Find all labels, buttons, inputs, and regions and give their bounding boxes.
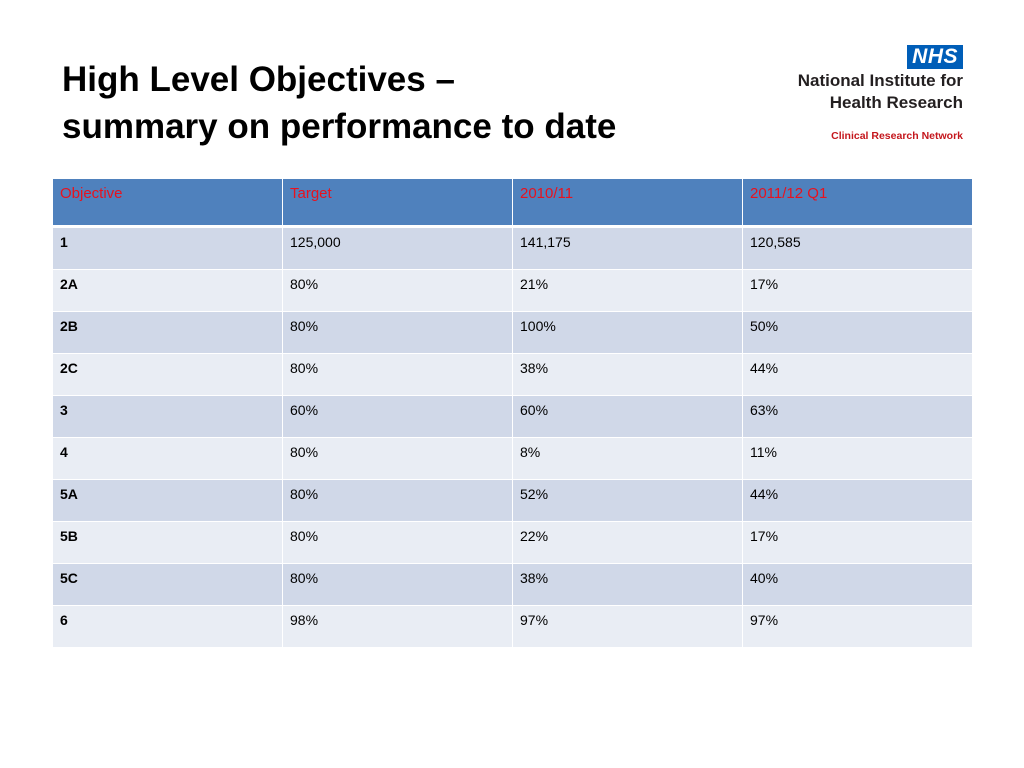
target-cell: 80% (282, 479, 513, 522)
nhs-badge: NHS (907, 45, 963, 69)
result-2010-11-cell: 8% (512, 437, 743, 480)
table-row: 2C 80% 38% 44% (52, 353, 973, 396)
result-2011-12-q1-cell: 44% (742, 479, 973, 522)
result-2011-12-q1-cell: 11% (742, 437, 973, 480)
target-cell: 80% (282, 521, 513, 564)
result-2011-12-q1-cell: 50% (742, 311, 973, 354)
objective-cell: 2A (52, 269, 283, 312)
result-2011-12-q1-cell: 17% (742, 521, 973, 564)
table-row: 2A 80% 21% 17% (52, 269, 973, 312)
table-row: 6 98% 97% 97% (52, 605, 973, 648)
table-row: 2B 80% 100% 50% (52, 311, 973, 354)
objective-cell: 5B (52, 521, 283, 564)
objective-cell: 1 (52, 226, 283, 270)
result-2010-11-cell: 100% (512, 311, 743, 354)
result-2010-11-cell: 52% (512, 479, 743, 522)
objective-cell: 5C (52, 563, 283, 606)
slide-title: High Level Objectives – summary on perfo… (62, 56, 616, 150)
logo-network-name: Clinical Research Network (831, 130, 963, 142)
table-row: 5A 80% 52% 44% (52, 479, 973, 522)
objective-cell: 5A (52, 479, 283, 522)
result-2011-12-q1-cell: 40% (742, 563, 973, 606)
target-cell: 80% (282, 437, 513, 480)
slide-title-line-1: High Level Objectives – (62, 60, 455, 99)
target-cell: 80% (282, 353, 513, 396)
table-row: 3 60% 60% 63% (52, 395, 973, 438)
target-cell: 80% (282, 311, 513, 354)
table-header-row: Objective Target 2010/11 2011/12 Q1 (52, 178, 973, 228)
column-header-objective: Objective (52, 178, 283, 228)
column-header-target: Target (282, 178, 513, 228)
logo-organisation-line-1: National Institute for (797, 71, 963, 90)
target-cell: 80% (282, 563, 513, 606)
target-cell: 80% (282, 269, 513, 312)
result-2010-11-cell: 21% (512, 269, 743, 312)
objective-cell: 3 (52, 395, 283, 438)
target-cell: 125,000 (282, 226, 513, 270)
result-2011-12-q1-cell: 44% (742, 353, 973, 396)
column-header-2010-11: 2010/11 (512, 178, 743, 228)
result-2010-11-cell: 38% (512, 353, 743, 396)
table-row: 1 125,000 141,175 120,585 (52, 226, 973, 270)
target-cell: 98% (282, 605, 513, 648)
table-row: 5B 80% 22% 17% (52, 521, 973, 564)
result-2011-12-q1-cell: 63% (742, 395, 973, 438)
objective-cell: 2C (52, 353, 283, 396)
nihr-logo: NHS National Institute for Health Resear… (770, 44, 970, 154)
result-2011-12-q1-cell: 97% (742, 605, 973, 648)
target-cell: 60% (282, 395, 513, 438)
slide-title-line-2: summary on performance to date (62, 107, 617, 146)
objective-cell: 4 (52, 437, 283, 480)
result-2010-11-cell: 97% (512, 605, 743, 648)
column-header-2011-12-q1: 2011/12 Q1 (742, 178, 973, 228)
table-row: 5C 80% 38% 40% (52, 563, 973, 606)
result-2010-11-cell: 38% (512, 563, 743, 606)
objective-cell: 6 (52, 605, 283, 648)
logo-organisation-line-2: Health Research (829, 93, 963, 112)
result-2011-12-q1-cell: 17% (742, 269, 973, 312)
result-2010-11-cell: 141,175 (512, 226, 743, 270)
performance-table: Objective Target 2010/11 2011/12 Q1 1 12… (52, 178, 973, 648)
result-2010-11-cell: 22% (512, 521, 743, 564)
objective-cell: 2B (52, 311, 283, 354)
table-row: 4 80% 8% 11% (52, 437, 973, 480)
result-2011-12-q1-cell: 120,585 (742, 226, 973, 270)
result-2010-11-cell: 60% (512, 395, 743, 438)
